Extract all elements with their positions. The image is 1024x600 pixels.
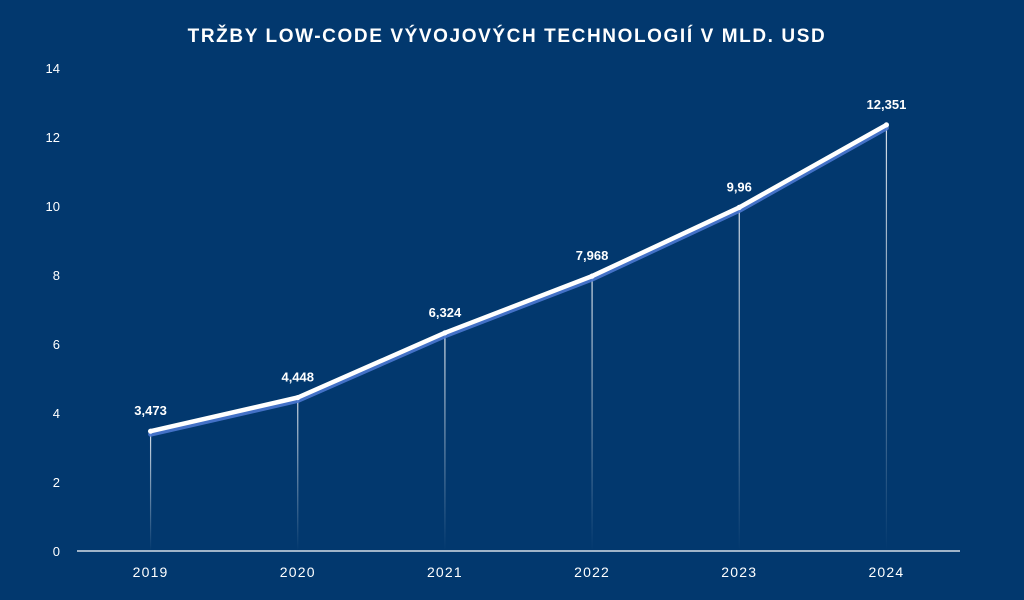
data-label: 4,448 <box>281 370 314 385</box>
y-tick-label: 4 <box>53 406 60 421</box>
data-point <box>147 428 154 434</box>
y-tick-label: 2 <box>53 475 60 490</box>
drop-line <box>149 431 152 551</box>
data-point <box>442 330 448 336</box>
data-point <box>295 394 301 401</box>
series-line-shadow <box>148 125 889 437</box>
data-point <box>736 204 742 210</box>
drop-line <box>738 207 740 551</box>
x-axis: 2019 2020 2021 2022 2023 2024 <box>133 564 904 580</box>
x-tick-label: 2020 <box>280 564 316 580</box>
data-label: 3,473 <box>134 403 167 418</box>
data-label: 12,351 <box>867 97 907 112</box>
drop-line <box>297 397 299 551</box>
data-point <box>589 273 595 279</box>
drop-line <box>591 276 593 551</box>
x-tick-label: 2024 <box>868 564 904 580</box>
x-tick-label: 2021 <box>427 564 463 580</box>
x-tick-label: 2023 <box>721 564 757 580</box>
data-point <box>883 122 890 128</box>
y-axis: 0 2 4 6 8 10 12 14 <box>46 61 60 559</box>
data-label: 7,968 <box>576 248 609 263</box>
drop-line <box>444 332 446 551</box>
data-labels: 3,473 4,448 6,324 7,968 9,96 12,351 <box>134 97 906 418</box>
drop-line <box>885 124 888 551</box>
y-tick-label: 10 <box>46 199 60 214</box>
data-label: 6,324 <box>429 305 462 320</box>
drop-lines <box>149 124 888 551</box>
series <box>147 122 890 437</box>
x-tick-label: 2022 <box>574 564 610 580</box>
y-tick-label: 0 <box>53 544 60 559</box>
series-line <box>148 122 889 434</box>
y-tick-label: 14 <box>46 61 60 76</box>
y-tick-label: 12 <box>46 130 60 145</box>
data-label: 9,96 <box>727 179 752 194</box>
y-tick-label: 8 <box>53 268 60 283</box>
y-tick-label: 6 <box>53 337 60 352</box>
x-tick-label: 2019 <box>133 564 169 580</box>
chart-title: TRŽBY LOW-CODE VÝVOJOVÝCH TECHNOLOGIÍ V … <box>188 25 827 47</box>
